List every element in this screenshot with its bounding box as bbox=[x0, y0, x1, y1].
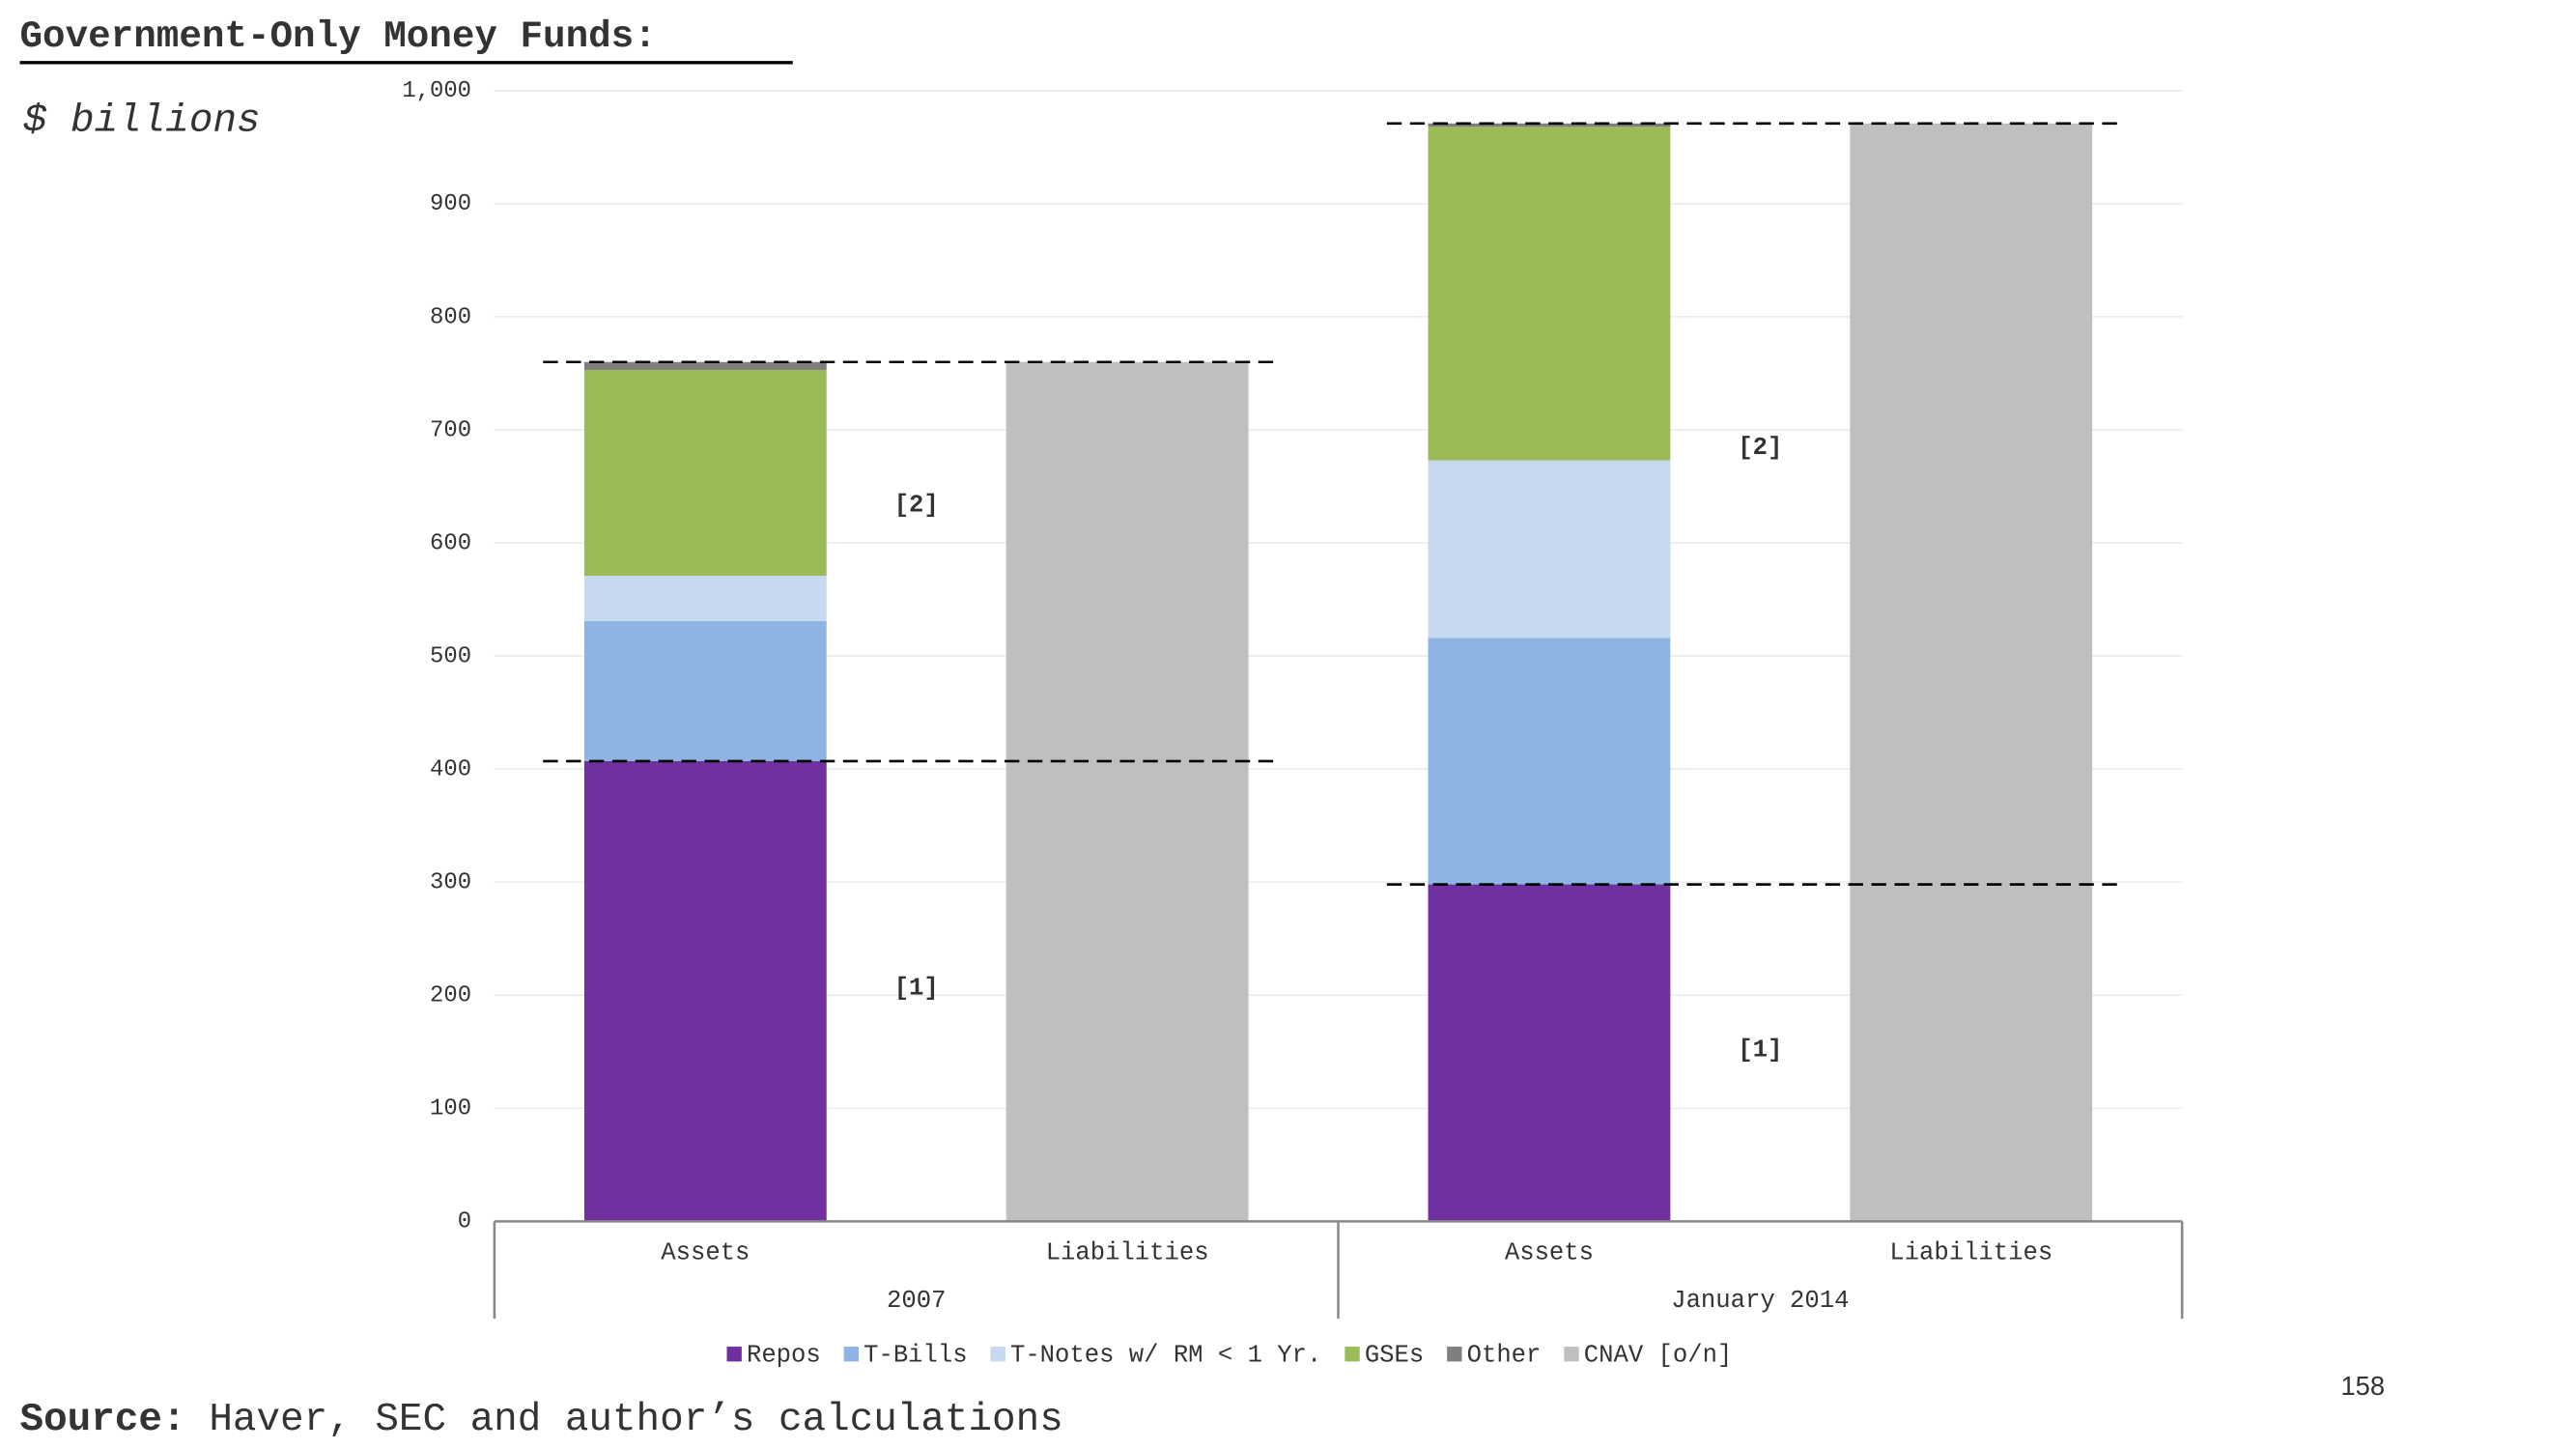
legend-label: CNAV [o/n] bbox=[1584, 1341, 1732, 1369]
legend-swatch bbox=[1345, 1347, 1360, 1362]
annotation: [2] bbox=[1738, 434, 1782, 462]
y-tick-label: 400 bbox=[430, 756, 471, 782]
bar-segment bbox=[583, 575, 827, 621]
legend-swatch bbox=[726, 1347, 742, 1362]
legend-label: T-Bills bbox=[863, 1341, 967, 1369]
legend-swatch bbox=[1447, 1347, 1462, 1362]
y-tick-label: 500 bbox=[430, 643, 471, 669]
source-label: Source: bbox=[20, 1398, 186, 1442]
legend-label: Repos bbox=[747, 1341, 821, 1369]
group-label: 2007 bbox=[887, 1287, 946, 1315]
x-tick-label: Liabilities bbox=[1889, 1239, 2052, 1267]
y-tick-label: 800 bbox=[430, 304, 471, 330]
legend-swatch bbox=[843, 1347, 860, 1362]
x-tick-label: Assets bbox=[661, 1239, 750, 1267]
source-text: Haver, SEC and author’s calculations bbox=[209, 1398, 1062, 1442]
annotation: [2] bbox=[894, 492, 939, 520]
annotation: [1] bbox=[894, 975, 939, 1003]
bar-segment bbox=[583, 620, 827, 761]
bar-segment bbox=[1428, 638, 1671, 885]
group-label: January 2014 bbox=[1671, 1287, 1849, 1315]
legend-swatch bbox=[1564, 1347, 1579, 1362]
x-tick-label: Liabilities bbox=[1046, 1239, 1209, 1267]
annotation: [1] bbox=[1738, 1036, 1782, 1064]
bar-segment bbox=[583, 760, 827, 1222]
y-tick-label: 100 bbox=[430, 1096, 471, 1122]
bar-segment bbox=[1428, 123, 1671, 128]
legend-label: GSEs bbox=[1365, 1341, 1424, 1369]
x-tick-label: Assets bbox=[1505, 1239, 1594, 1267]
y-tick-label: 700 bbox=[430, 417, 471, 443]
y-tick-label: 200 bbox=[430, 983, 471, 1009]
y-tick-label: 1,000 bbox=[402, 78, 471, 104]
bar-segment bbox=[1428, 127, 1671, 461]
y-tick-label: 300 bbox=[430, 870, 471, 896]
legend-swatch bbox=[990, 1347, 1005, 1362]
page-number: 158 bbox=[2340, 1371, 2385, 1401]
source: Source: Haver, SEC and author’s calculati… bbox=[20, 1398, 1063, 1442]
legend-label: T-Notes w/ RM < 1 Yr. bbox=[1010, 1341, 1321, 1369]
legend-label: Other bbox=[1467, 1341, 1542, 1369]
y-tick-label: 0 bbox=[458, 1209, 471, 1236]
bar-segment bbox=[1428, 884, 1671, 1222]
bar-segment bbox=[583, 369, 827, 576]
bar-segment bbox=[1428, 460, 1671, 639]
bar-segment bbox=[1850, 123, 2093, 1222]
y-tick-label: 600 bbox=[430, 530, 471, 556]
bar-segment bbox=[583, 361, 827, 370]
chart-title: Government-Only Money Funds: bbox=[20, 14, 657, 58]
chart-subtitle: $ billions bbox=[23, 99, 261, 143]
bar-segment bbox=[1005, 361, 1249, 1222]
y-tick-label: 900 bbox=[430, 191, 471, 217]
